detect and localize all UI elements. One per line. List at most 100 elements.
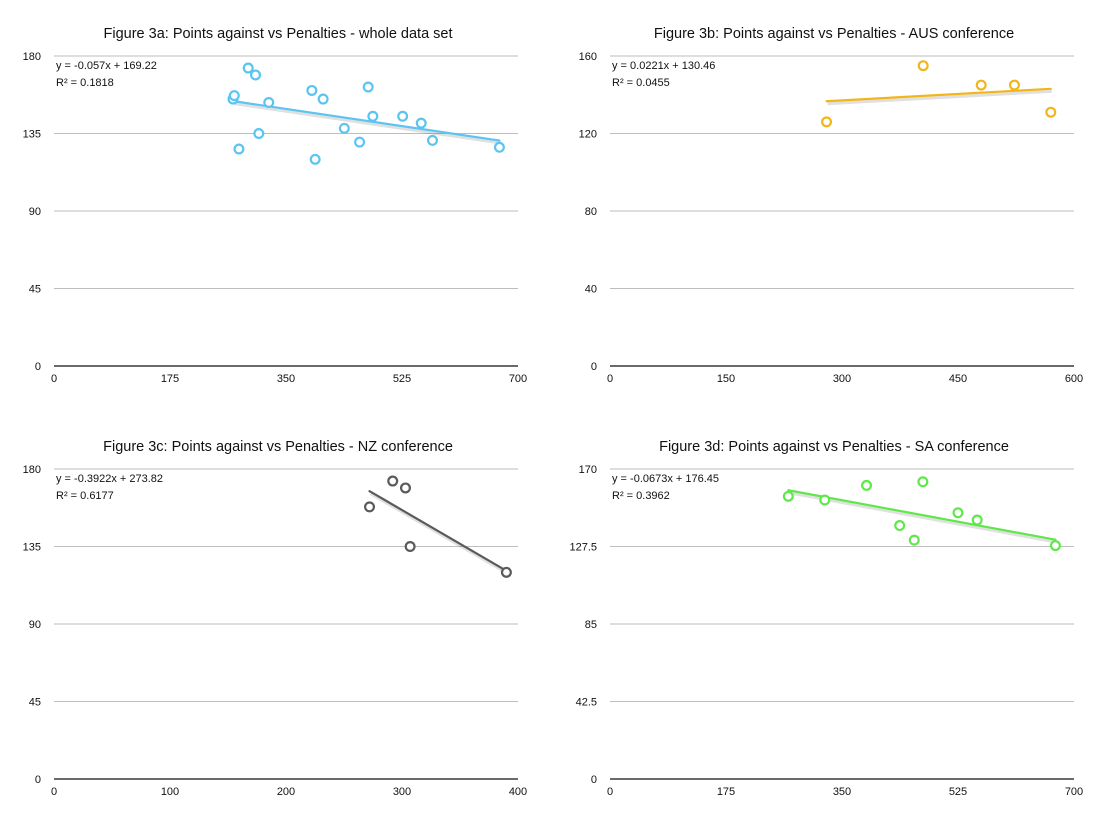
trendline-equation: y = -0.057x + 169.22 xyxy=(56,60,157,72)
trendline xyxy=(231,99,501,142)
y-tick-label: 180 xyxy=(23,464,41,476)
y-tick-label: 0 xyxy=(591,361,597,373)
data-point xyxy=(387,475,399,487)
x-tick-label: 450 xyxy=(949,373,967,385)
data-point xyxy=(309,153,321,165)
data-point xyxy=(317,93,329,105)
trendline xyxy=(787,489,1057,541)
data-point xyxy=(917,476,929,488)
y-tick-label: 42.5 xyxy=(576,697,597,709)
trendline-equation: y = -0.3922x + 273.82 xyxy=(56,473,163,485)
y-tick-label: 90 xyxy=(29,206,41,218)
data-point xyxy=(233,143,245,155)
x-tick-label: 700 xyxy=(509,373,527,385)
x-tick-label: 150 xyxy=(717,373,735,385)
trendline-shadow xyxy=(789,491,1057,544)
x-tick-label: 0 xyxy=(51,373,57,385)
x-tick-label: 300 xyxy=(833,373,851,385)
x-tick-label: 300 xyxy=(393,786,411,798)
x-tick-label: 350 xyxy=(277,373,295,385)
x-tick-label: 0 xyxy=(51,786,57,798)
chart-figure-3a: Figure 3a: Points against vs Penalties -… xyxy=(23,26,528,385)
r-squared-label: R² = 0.1818 xyxy=(56,77,114,89)
x-tick-label: 100 xyxy=(161,786,179,798)
data-point xyxy=(228,90,240,102)
x-tick-label: 600 xyxy=(1065,373,1083,385)
trendline-shadow xyxy=(827,89,1052,106)
y-tick-label: 45 xyxy=(29,284,41,296)
data-point xyxy=(253,128,265,140)
x-tick-label: 700 xyxy=(1065,786,1083,798)
chart-title: Figure 3c: Points against vs Penalties -… xyxy=(103,439,453,455)
y-tick-label: 120 xyxy=(579,129,597,141)
data-point xyxy=(338,122,350,134)
x-tick-label: 0 xyxy=(607,786,613,798)
data-point xyxy=(971,514,983,526)
y-tick-label: 85 xyxy=(585,619,597,631)
chart-figure-3b: Figure 3b: Points against vs Penalties -… xyxy=(579,26,1084,385)
data-point xyxy=(404,541,416,553)
data-point xyxy=(399,482,411,494)
x-tick-label: 0 xyxy=(607,373,613,385)
data-point xyxy=(250,69,262,81)
x-tick-label: 400 xyxy=(509,786,527,798)
r-squared-label: R² = 0.3962 xyxy=(612,490,670,502)
trendline-equation: y = 0.0221x + 130.46 xyxy=(612,60,715,72)
data-point xyxy=(1008,79,1020,91)
y-tick-label: 0 xyxy=(591,774,597,786)
chart-figure-3c: Figure 3c: Points against vs Penalties -… xyxy=(23,439,528,798)
data-point xyxy=(362,81,374,93)
data-point xyxy=(367,110,379,122)
x-tick-label: 350 xyxy=(833,786,851,798)
y-tick-label: 0 xyxy=(35,774,41,786)
y-tick-label: 45 xyxy=(29,697,41,709)
chart-title: Figure 3b: Points against vs Penalties -… xyxy=(654,26,1014,42)
chart-title: Figure 3a: Points against vs Penalties -… xyxy=(104,26,453,42)
y-tick-label: 170 xyxy=(579,464,597,476)
data-point xyxy=(821,116,833,128)
x-tick-label: 175 xyxy=(717,786,735,798)
y-tick-label: 80 xyxy=(585,206,597,218)
x-tick-label: 200 xyxy=(277,786,295,798)
y-tick-label: 160 xyxy=(579,51,597,63)
data-point xyxy=(263,96,275,108)
data-point xyxy=(242,62,254,74)
data-point xyxy=(917,60,929,72)
chart-figure-3d: Figure 3d: Points against vs Penalties -… xyxy=(569,439,1083,798)
x-tick-label: 525 xyxy=(393,373,411,385)
y-tick-label: 180 xyxy=(23,51,41,63)
data-point xyxy=(493,141,505,153)
y-tick-label: 90 xyxy=(29,619,41,631)
trendline-shadow xyxy=(233,102,501,145)
x-tick-label: 525 xyxy=(949,786,967,798)
data-point xyxy=(397,110,409,122)
data-point xyxy=(364,501,376,513)
data-point xyxy=(1049,540,1061,552)
trendline xyxy=(368,490,508,572)
y-tick-label: 0 xyxy=(35,361,41,373)
y-tick-label: 135 xyxy=(23,542,41,554)
data-point xyxy=(894,520,906,532)
chart-title: Figure 3d: Points against vs Penalties -… xyxy=(659,439,1009,455)
trendline-shadow xyxy=(369,492,509,575)
trendline-equation: y = -0.0673x + 176.45 xyxy=(612,473,719,485)
data-point xyxy=(952,507,964,519)
data-point xyxy=(819,494,831,506)
trendline xyxy=(825,87,1052,103)
data-point xyxy=(908,534,920,546)
data-point xyxy=(975,79,987,91)
y-tick-label: 40 xyxy=(585,284,597,296)
x-tick-label: 175 xyxy=(161,373,179,385)
data-point xyxy=(500,566,512,578)
r-squared-label: R² = 0.0455 xyxy=(612,77,670,89)
y-tick-label: 127.5 xyxy=(569,542,597,554)
data-point xyxy=(426,134,438,146)
data-point xyxy=(306,84,318,96)
r-squared-label: R² = 0.6177 xyxy=(56,490,114,502)
data-point xyxy=(1045,106,1057,118)
data-point xyxy=(354,136,366,148)
y-tick-label: 135 xyxy=(23,129,41,141)
data-point xyxy=(861,479,873,491)
data-point xyxy=(782,490,794,502)
